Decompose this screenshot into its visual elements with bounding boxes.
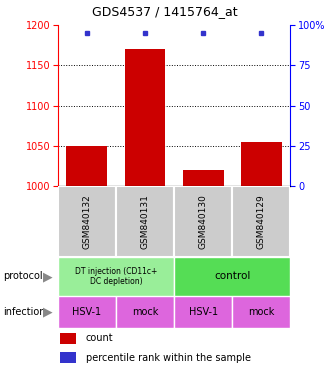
Bar: [174, 296, 232, 328]
Text: GSM840130: GSM840130: [199, 194, 208, 249]
Text: control: control: [214, 271, 250, 281]
Bar: [174, 257, 290, 296]
Bar: [116, 186, 174, 257]
Text: protocol: protocol: [3, 271, 43, 281]
Text: infection: infection: [3, 307, 46, 317]
Bar: [232, 296, 290, 328]
Text: ▶: ▶: [43, 306, 53, 318]
Bar: [58, 186, 116, 257]
Bar: [183, 170, 223, 186]
Bar: [58, 257, 174, 296]
Text: percentile rank within the sample: percentile rank within the sample: [86, 353, 251, 362]
Bar: [125, 49, 165, 186]
Text: mock: mock: [248, 307, 275, 317]
Text: GSM840129: GSM840129: [257, 194, 266, 249]
Text: mock: mock: [132, 307, 158, 317]
Bar: [60, 333, 76, 344]
Bar: [58, 296, 116, 328]
Bar: [241, 142, 282, 186]
Text: HSV-1: HSV-1: [188, 307, 218, 317]
Bar: [66, 146, 107, 186]
Bar: [60, 352, 76, 363]
Bar: [174, 186, 232, 257]
Text: count: count: [86, 333, 113, 343]
Text: ▶: ▶: [43, 270, 53, 283]
Bar: [116, 296, 174, 328]
Text: HSV-1: HSV-1: [72, 307, 101, 317]
Text: DT injection (CD11c+
DC depletion): DT injection (CD11c+ DC depletion): [75, 267, 157, 286]
Bar: [232, 186, 290, 257]
Text: GSM840132: GSM840132: [82, 194, 91, 249]
Text: GSM840131: GSM840131: [141, 194, 149, 249]
Text: GDS4537 / 1415764_at: GDS4537 / 1415764_at: [92, 5, 238, 18]
